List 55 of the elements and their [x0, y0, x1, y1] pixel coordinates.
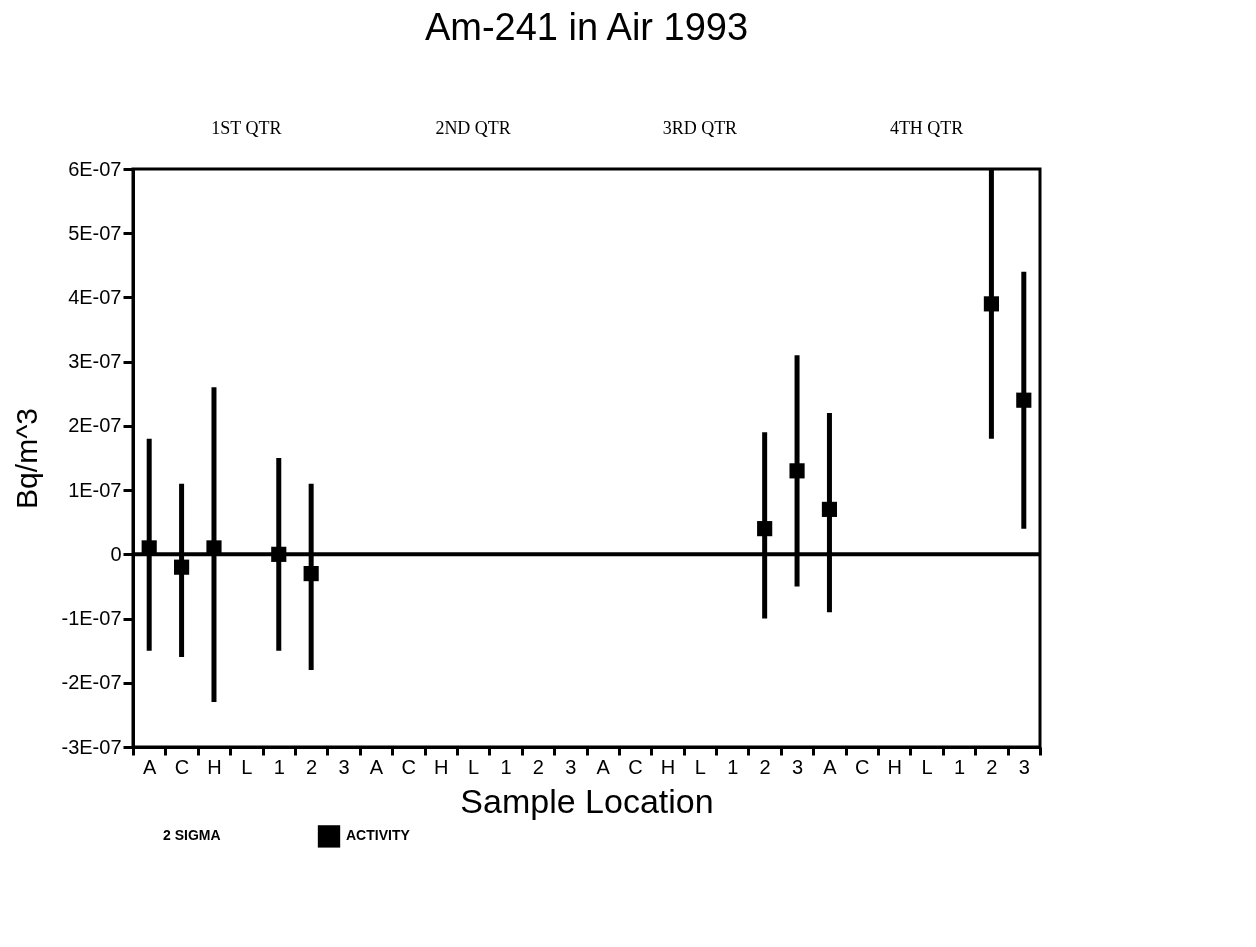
x-tick-label: C [628, 755, 643, 778]
x-tick-label: 1 [727, 755, 739, 778]
x-tick-label: 3 [565, 755, 577, 778]
point [821, 501, 838, 517]
y-tick-label: 1E-07 [68, 478, 122, 501]
y-tick-label: 5E-07 [68, 221, 122, 244]
x-tick-label: A [596, 755, 611, 778]
x-tick-label: C [174, 755, 190, 778]
y-tick-label: -1E-07 [61, 607, 122, 630]
y-tick-label: 0 [110, 542, 122, 565]
x-tick-label: C [401, 755, 417, 778]
x-tick-label: 3 [1018, 755, 1030, 778]
point [271, 546, 287, 562]
text: 2ND QTR [435, 118, 511, 138]
text: 1ST QTR [211, 118, 282, 138]
x-tick-label: A [143, 755, 158, 778]
point [757, 521, 773, 537]
x-tick-label: 1 [500, 755, 512, 778]
y-tick-label: 6E-07 [68, 157, 122, 180]
x-tick-label: 1 [273, 755, 285, 778]
x-tick-label: 1 [953, 755, 966, 778]
text: 4TH QTR [889, 118, 964, 138]
y-tick-label: -3E-07 [61, 735, 122, 758]
y-axis-title: Bq/m^3 [10, 408, 44, 509]
x-tick-label: A [369, 755, 384, 778]
y-tick-label: 3E-07 [68, 350, 122, 373]
x-tick-label: L [921, 755, 933, 778]
x-tick-label: 2 [532, 755, 544, 778]
x-tick-label: 3 [338, 755, 350, 778]
point [1016, 392, 1032, 408]
x-tick-label: H [887, 755, 902, 778]
x-tick-label: H [434, 755, 449, 778]
y-tick-label: -2E-07 [61, 671, 122, 694]
y-tick-label: 2E-07 [68, 414, 122, 437]
text: 2 SIGMA [163, 827, 221, 844]
x-tick-label: 2 [306, 755, 318, 778]
point [303, 566, 319, 582]
x-tick-label: C [855, 755, 870, 778]
text: 3RD QTR [662, 118, 738, 138]
point [983, 296, 999, 312]
x-axis-title: Sample Location [460, 781, 714, 820]
point [789, 463, 805, 479]
point [174, 559, 190, 575]
x-tick-label: A [823, 755, 838, 778]
x-tick-label: 3 [791, 755, 804, 778]
x-tick-label: 2 [986, 755, 998, 778]
x-tick-label: L [694, 755, 706, 778]
x-tick-label: 2 [759, 755, 771, 778]
y-tick-label: 4E-07 [68, 285, 122, 308]
legend-label: ACTIVITY [346, 827, 411, 844]
x-tick-label: H [207, 755, 222, 778]
x-tick-label: L [468, 755, 480, 778]
x-tick-label: L [241, 755, 253, 778]
chart-title: Am-241 in Air 1993 [424, 6, 749, 48]
x-tick-label: H [660, 755, 676, 778]
